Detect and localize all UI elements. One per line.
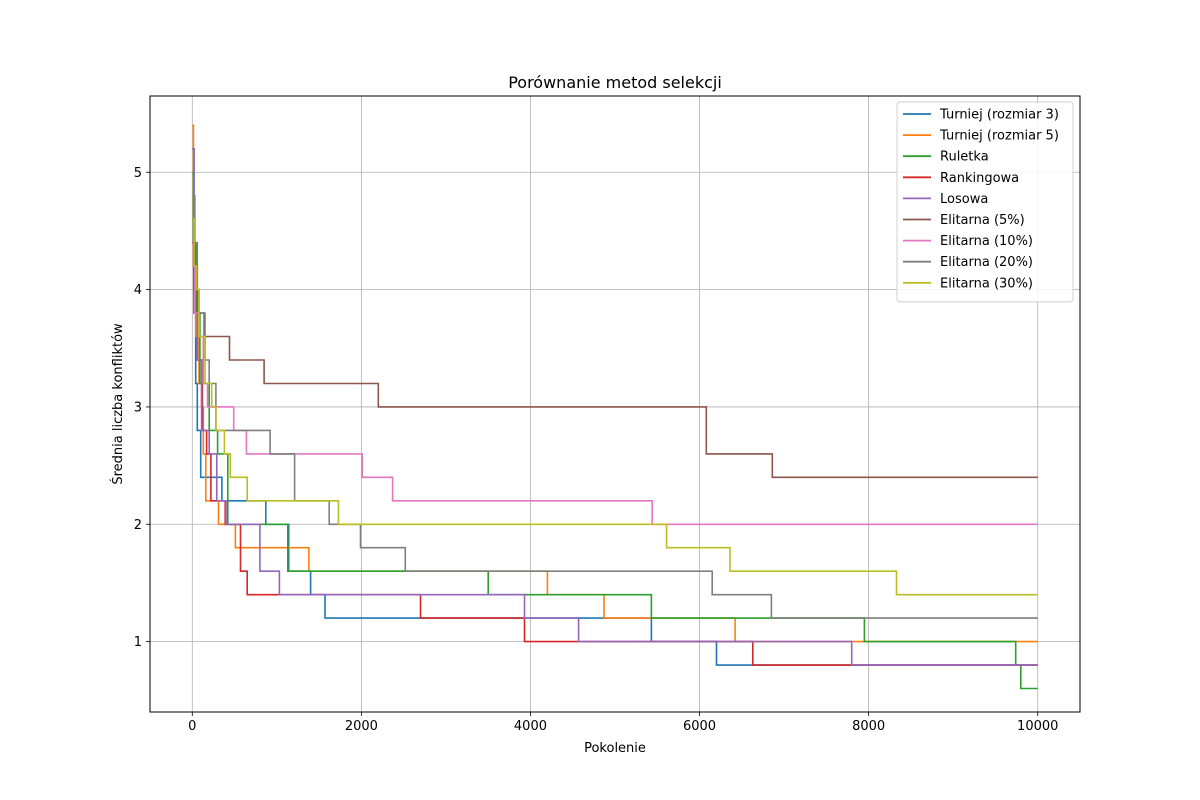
- y-tick-label: 5: [134, 166, 142, 181]
- legend-label: Rankingowa: [940, 171, 1019, 186]
- legend-box: [896, 101, 1074, 303]
- y-tick-label: 2: [134, 518, 142, 533]
- series-line-8: [192, 194, 1038, 619]
- legend-label: Losowa: [940, 192, 988, 207]
- legend-label: Ruletka: [940, 150, 989, 165]
- plot-frame: [149, 95, 1081, 713]
- x-tick-label: 2000: [345, 719, 378, 734]
- chart-title: Porównanie metod selekcji: [508, 73, 722, 92]
- x-tick-label: 8000: [852, 719, 885, 734]
- x-tick-label: 10000: [1017, 719, 1058, 734]
- series-line-5: [192, 148, 1038, 666]
- legend-label: Turniej (rozmiar 5): [939, 129, 1059, 144]
- y-tick-label: 1: [134, 635, 142, 650]
- y-axis-label: Średnia liczba konfliktów: [110, 323, 126, 485]
- legend: Turniej (rozmiar 3) Turniej (rozmiar 5) Ru…: [896, 101, 1074, 303]
- legend-label: Elitarna (10%): [940, 234, 1033, 249]
- series-line-9: [192, 218, 1038, 596]
- legend-label: Turniej (rozmiar 3): [939, 108, 1059, 123]
- y-tick-label: 3: [134, 400, 142, 415]
- legend-label: Elitarna (30%): [940, 276, 1033, 291]
- x-tick-label: 4000: [514, 719, 547, 734]
- y-tick-label: 4: [134, 283, 142, 298]
- x-axis-ticks: 0 2000 4000 6000 8000 10000: [188, 712, 1058, 734]
- legend-label: Elitarna (5%): [940, 213, 1025, 228]
- y-axis-ticks: 1 2 3 4 5: [134, 166, 150, 650]
- series-group: [192, 124, 1038, 690]
- series-line-1: [192, 148, 1038, 666]
- x-tick-label: 0: [188, 719, 196, 734]
- x-axis-label: Pokolenie: [584, 741, 646, 756]
- x-tick-label: 6000: [683, 719, 716, 734]
- legend-label: Elitarna (20%): [940, 255, 1033, 270]
